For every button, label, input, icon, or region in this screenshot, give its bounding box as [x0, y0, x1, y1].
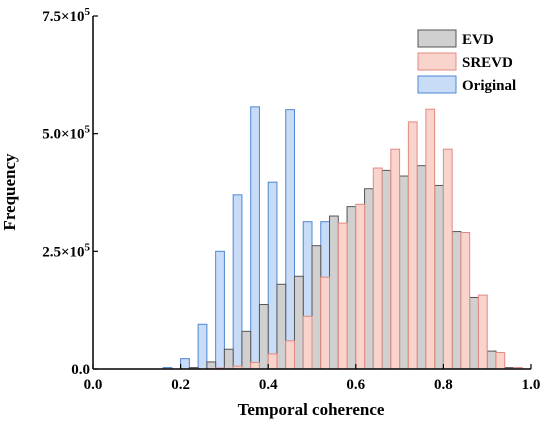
bar-evd [293, 275, 304, 370]
legend: EVD SREVD Original [417, 29, 516, 94]
x-tick-label: 0.4 [259, 377, 278, 393]
x-tick-label: 0.6 [346, 377, 365, 393]
bar-srevd [302, 315, 313, 370]
bar-original [232, 194, 243, 370]
bar-srevd [267, 353, 278, 370]
bar-srevd [320, 276, 331, 370]
bar-evd [276, 283, 287, 370]
bar-evd [434, 184, 444, 370]
bar-srevd [407, 121, 418, 370]
bar-srevd [337, 222, 348, 370]
bar-original [215, 250, 225, 370]
bar-evd [469, 296, 479, 370]
bar-evd [364, 188, 374, 370]
legend-swatch-original [417, 75, 457, 94]
bar-evd [451, 231, 462, 370]
x-tick-label: 0.2 [171, 377, 190, 393]
x-tick-label: 1.0 [522, 377, 541, 393]
bar-original [285, 109, 295, 370]
bar-srevd [495, 352, 506, 370]
legend-label-srevd: SREVD [462, 55, 513, 71]
ticks-layer: 0.0 0.2 0.4 0.6 0.8 1.0 0.0 2.5×105 5.0×105 7.5×1… [42, 6, 540, 393]
x-tick-label: 0.8 [434, 377, 453, 393]
y-axis-title: Frequency [0, 153, 19, 231]
legend-swatch-srevd [417, 52, 457, 71]
bar-evd [486, 350, 497, 370]
axes-layer [92, 16, 531, 370]
bar-original [267, 181, 278, 370]
bar-srevd [425, 108, 436, 370]
bar-srevd [460, 232, 471, 370]
y-tick-label: 2.5×105 [42, 241, 90, 260]
bar-evd [206, 361, 217, 370]
bar-evd [346, 206, 357, 370]
legend-swatch-evd [417, 29, 457, 48]
bar-srevd [390, 148, 401, 370]
bar-evd [241, 330, 252, 370]
bar-evd [399, 175, 409, 370]
bar-evd [223, 348, 234, 370]
y-tick-label: 7.5×105 [42, 6, 90, 25]
bar-srevd [372, 167, 383, 370]
x-tick-label: 0.0 [84, 377, 103, 393]
bar-original [180, 358, 190, 370]
legend-label-evd: EVD [462, 32, 494, 48]
bar-srevd [477, 294, 488, 370]
bar-evd [329, 215, 339, 370]
y-tick-label: 5.0×105 [42, 124, 90, 143]
bar-srevd [285, 340, 295, 370]
bar-original [197, 323, 208, 370]
bars-layer [162, 106, 523, 370]
bar-evd [416, 165, 427, 370]
bar-srevd [442, 148, 453, 370]
bar-evd [311, 245, 322, 370]
bar-srevd [355, 203, 366, 370]
bar-srevd [250, 361, 260, 370]
legend-label-original: Original [462, 78, 516, 94]
x-axis-title: Temporal coherence [238, 400, 385, 419]
bar-evd [258, 304, 269, 370]
bar-evd [381, 169, 392, 370]
bar-original [250, 106, 260, 370]
y-tick-label: 0.0 [71, 362, 90, 378]
